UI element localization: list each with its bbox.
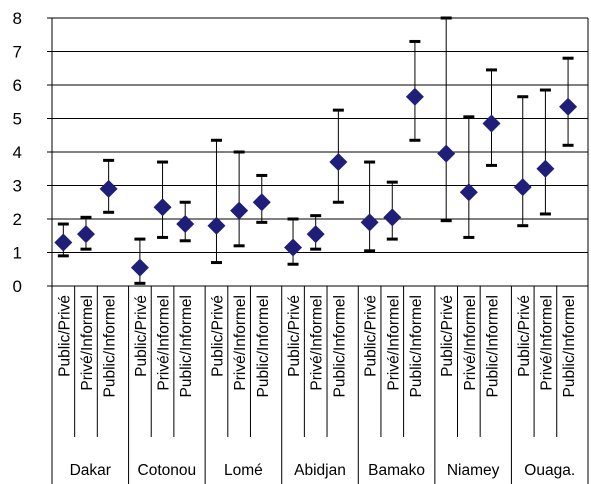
x-group-label: Abidjan xyxy=(294,462,346,479)
x-group-label: Lomé xyxy=(224,462,263,479)
x-sub-label: Privé/Informel xyxy=(462,295,479,391)
data-point-marker xyxy=(207,216,226,235)
data-point-marker xyxy=(459,183,478,202)
x-group-label: Dakar xyxy=(70,462,111,479)
data-point-marker xyxy=(99,179,118,198)
x-sub-label: Public/Privé xyxy=(363,295,380,377)
x-sub-label: Public/Informel xyxy=(102,295,119,398)
x-sub-label: Public/Privé xyxy=(209,295,226,377)
y-tick-label: 4 xyxy=(13,143,22,162)
axes xyxy=(47,17,589,287)
x-group-label: Cotonou xyxy=(138,462,197,479)
x-sub-label: Public/Informel xyxy=(331,295,348,398)
data-point-marker xyxy=(252,193,271,212)
x-sub-label: Public/Privé xyxy=(439,295,456,377)
data-point-marker xyxy=(513,178,532,197)
x-sub-label: Privé/Informel xyxy=(156,295,173,391)
x-sub-label: Public/Informel xyxy=(408,295,425,398)
data-point-marker xyxy=(536,159,555,178)
gridlines xyxy=(52,17,588,287)
data-point-marker xyxy=(329,153,348,172)
y-tick-label: 3 xyxy=(13,177,22,196)
y-tick-label: 7 xyxy=(13,43,22,62)
data-point-marker xyxy=(176,215,195,234)
data-point-marker xyxy=(383,208,402,227)
x-sub-label: Public/Informel xyxy=(178,295,195,398)
x-sub-label: Privé/Informel xyxy=(538,295,555,391)
data-point-marker xyxy=(54,233,73,252)
y-tick-label: 1 xyxy=(13,244,22,263)
y-tick-label: 8 xyxy=(13,9,22,28)
x-sub-label: Public/Privé xyxy=(286,295,303,377)
data-series xyxy=(54,16,578,285)
y-tick-label: 6 xyxy=(13,76,22,95)
x-sub-label: Privé/Informel xyxy=(385,295,402,391)
x-sub-label: Privé/Informel xyxy=(232,295,249,391)
y-tick-label: 0 xyxy=(13,277,22,296)
data-point-marker xyxy=(482,114,501,133)
x-group-label: Niamey xyxy=(447,462,500,479)
data-point-marker xyxy=(306,225,325,244)
y-tick-label: 2 xyxy=(13,210,22,229)
x-category-labels: Public/Privé Privé/Informel Public/Informe… xyxy=(51,286,589,484)
data-point-marker xyxy=(405,87,424,106)
y-tick-label: 5 xyxy=(13,110,22,129)
x-group-label: Bamako xyxy=(368,462,425,479)
data-point-marker xyxy=(130,258,149,277)
data-point-marker xyxy=(437,144,456,163)
x-sub-label: Public/Informel xyxy=(561,295,578,398)
data-point-marker xyxy=(230,201,249,220)
x-sub-label: Public/Informel xyxy=(484,295,501,398)
x-sub-label: Privé/Informel xyxy=(79,295,96,391)
x-sub-label: Public/Privé xyxy=(56,295,73,377)
x-sub-label: Privé/Informel xyxy=(309,295,326,391)
data-point-marker xyxy=(559,97,578,116)
y-tick-labels: 0 1 2 3 4 5 6 7 8 xyxy=(13,9,22,296)
x-group-label: Ouaga. xyxy=(524,462,575,479)
data-point-marker xyxy=(284,238,303,257)
data-point-marker xyxy=(153,198,172,217)
x-sub-label: Public/Privé xyxy=(516,295,533,377)
data-point-marker xyxy=(76,225,95,244)
x-sub-label: Public/Privé xyxy=(133,295,150,377)
x-sub-label: Public/Informel xyxy=(255,295,272,398)
data-point-marker xyxy=(360,213,379,232)
